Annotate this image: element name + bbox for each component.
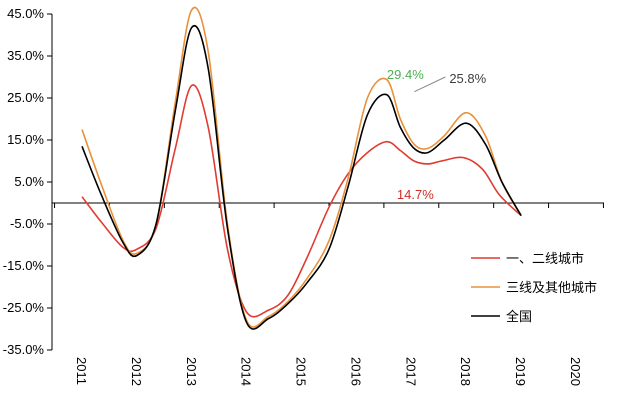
x-axis: 2011 2012 2013 2014 2015 2016 2017 2018 2019 2020	[52, 202, 604, 386]
x-tick-label: 2015	[294, 357, 309, 386]
x-tick-label: 2019	[513, 357, 528, 386]
x-tick-label: 2014	[239, 357, 254, 386]
y-tick-label: 45.0%	[7, 6, 44, 21]
legend-item-national: 全国	[471, 309, 532, 324]
series-layer	[81, 6, 522, 330]
series-line-tier1-2-cities	[81, 84, 522, 318]
x-tick-label: 2012	[129, 357, 144, 386]
y-tick-label: -5.0%	[10, 216, 44, 231]
x-tick-label: 2017	[403, 357, 418, 386]
legend-label: 一、二线城市	[506, 251, 584, 266]
series-line-national	[81, 25, 522, 330]
y-tick-label: 25.0%	[7, 90, 44, 105]
series-line-tier3-other-cities	[81, 6, 522, 328]
legend-item-tier3-other-cities: 三线及其他城市	[471, 280, 597, 295]
x-tick-label: 2013	[184, 357, 199, 386]
x-tick-label: 2018	[458, 357, 473, 386]
x-tick-label: 2016	[348, 357, 363, 386]
annotation-label-tier3: 29.4%	[387, 67, 424, 82]
annotation-label-tier1-2: 14.7%	[397, 187, 434, 202]
legend-item-tier1-2-cities: 一、二线城市	[471, 251, 584, 266]
y-axis: 45.0% 35.0% 25.0% 15.0% 5.0% -5.0% -15.0% -25.0…	[3, 6, 53, 357]
y-tick-label: -15.0%	[3, 258, 45, 273]
x-tick-label: 2011	[74, 357, 89, 385]
y-tick-label: 5.0%	[14, 174, 44, 189]
y-tick-label: 35.0%	[7, 48, 44, 63]
y-tick-label: 15.0%	[7, 132, 44, 147]
annotation-label-national: 25.8%	[449, 71, 486, 86]
legend-label: 三线及其他城市	[506, 280, 597, 295]
y-tick-label: -35.0%	[3, 342, 45, 357]
legend-label: 全国	[506, 309, 532, 324]
annotation-leader	[414, 76, 446, 93]
annotation-layer: 29.4% 25.8% 14.7%	[387, 67, 487, 202]
y-tick-label: -25.0%	[3, 300, 45, 315]
x-tick-label: 2020	[568, 357, 583, 386]
